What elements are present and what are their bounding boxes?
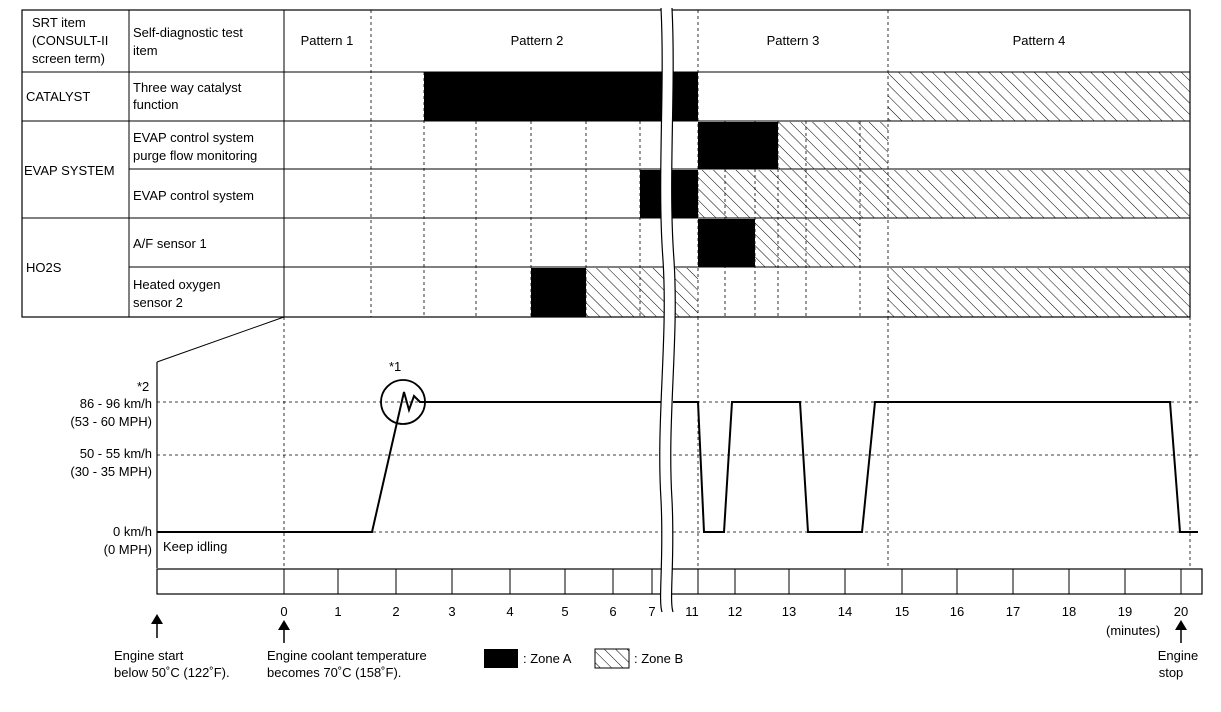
evap-purge-line2: purge flow monitoring: [133, 148, 257, 163]
evap-control-label: EVAP control system: [133, 188, 254, 203]
three-way-line1: Three way catalyst: [133, 80, 242, 95]
axis-break: [659, 7, 676, 613]
self-diag-line1: Self-diagnostic test: [133, 25, 243, 40]
timeline-bar: [156, 568, 1203, 595]
note2-label: *2: [137, 379, 149, 394]
note1-circle: [380, 379, 426, 425]
tick-2: 2: [392, 604, 399, 619]
pattern-4-label: Pattern 4: [1013, 33, 1066, 48]
engine-stop-line1: Engine: [1158, 648, 1198, 663]
zone-a-catalyst: [424, 72, 698, 121]
zone-bars: [424, 72, 1190, 317]
tick-12: 12: [728, 604, 742, 619]
tick-0: 0: [280, 604, 287, 619]
speed-labels: *2 86 - 96 km/h (53 - 60 MPH) 50 - 55 km…: [70, 359, 401, 557]
row-ho2s: HO2S: [26, 260, 62, 275]
table-grid: [21, 9, 1191, 318]
heated-o2-line1: Heated oxygen: [133, 277, 220, 292]
speed-zero-line2: (0 MPH): [104, 542, 152, 557]
table-dashed-grid: [370, 10, 889, 317]
speed-profile-line-2: [673, 401, 1198, 533]
zone-b-swatch: [594, 648, 630, 669]
zone-b-evap-purge: [778, 122, 888, 169]
tick-5: 5: [561, 604, 568, 619]
coolant-arrow-icon: [278, 620, 290, 630]
connector-line: [156, 316, 285, 363]
tick-18: 18: [1062, 604, 1076, 619]
pattern-1-label: Pattern 1: [301, 33, 354, 48]
speed-high-line1: 86 - 96 km/h: [80, 396, 152, 411]
zone-a-evap-purge: [698, 122, 778, 169]
tick-1: 1: [334, 604, 341, 619]
engine-start-line2: below 50˚C (122˚F).: [114, 665, 230, 680]
zone-b-evap-control: [698, 170, 1190, 218]
pattern-2-label: Pattern 2: [511, 33, 564, 48]
coolant-line1: Engine coolant temperature: [267, 648, 427, 663]
footnotes: Engine start below 50˚C (122˚F). Engine …: [114, 614, 1198, 680]
tick-13: 13: [782, 604, 796, 619]
zone-a-af-sensor: [698, 219, 755, 267]
minutes-unit: (minutes): [1106, 623, 1160, 638]
engine-stop-arrow-icon: [1175, 620, 1187, 630]
zone-b-label: : Zone B: [634, 651, 683, 666]
coolant-line2: becomes 70˚C (158˚F).: [267, 665, 401, 680]
srt-item-line1: SRT item: [32, 15, 86, 30]
heated-o2-line2: sensor 2: [133, 295, 183, 310]
zone-b-af-sensor: [755, 219, 860, 267]
table-header: SRT item (CONSULT-II screen term) Self-d…: [32, 15, 1065, 66]
zone-b-catalyst: [888, 72, 1190, 121]
zone-b-heated-o2: [586, 268, 670, 317]
chart-dashed-grid: [283, 317, 1191, 568]
speed-levels: [157, 401, 1198, 533]
tick-6: 6: [609, 604, 616, 619]
zone-a-swatch: [484, 649, 518, 668]
speed-profile-line: [157, 391, 670, 533]
engine-stop-line2: stop: [1159, 665, 1184, 680]
row-evap-system: EVAP SYSTEM: [24, 163, 115, 178]
note1-label: *1: [389, 359, 401, 374]
tick-3: 3: [448, 604, 455, 619]
tick-16: 16: [950, 604, 964, 619]
speed-high-line2: (53 - 60 MPH): [70, 414, 152, 429]
srt-item-line2: (CONSULT-II: [32, 33, 108, 48]
tick-11: 11: [685, 604, 699, 619]
engine-start-line1: Engine start: [114, 648, 184, 663]
zone-b-heated-o2-p4: [888, 268, 1190, 317]
tick-7: 7: [648, 604, 655, 619]
speed-mid-line1: 50 - 55 km/h: [80, 446, 152, 461]
zone-a-label: : Zone A: [523, 651, 572, 666]
zone-a-heated-o2: [531, 268, 586, 317]
speed-zero-line1: 0 km/h: [113, 524, 152, 539]
tick-19: 19: [1118, 604, 1132, 619]
row-labels: CATALYST EVAP SYSTEM HO2S Three way cata…: [24, 80, 257, 310]
time-ticks: 0 1 2 3 4 5 6 7 11 12 13 14 15 16 17 18 …: [280, 604, 1188, 638]
keep-idling-label: Keep idling: [163, 539, 227, 554]
tick-14: 14: [838, 604, 852, 619]
srt-item-line3: screen term): [32, 51, 105, 66]
self-diag-line2: item: [133, 43, 158, 58]
tick-4: 4: [506, 604, 513, 619]
evap-purge-line1: EVAP control system: [133, 130, 254, 145]
tick-15: 15: [895, 604, 909, 619]
pattern-3-label: Pattern 3: [767, 33, 820, 48]
row-catalyst: CATALYST: [26, 89, 90, 104]
af-sensor-label: A/F sensor 1: [133, 236, 207, 251]
tick-20: 20: [1174, 604, 1188, 619]
zone-b-heated-o2-after-break: [672, 268, 698, 317]
speed-mid-line2: (30 - 35 MPH): [70, 464, 152, 479]
three-way-line2: function: [133, 97, 179, 112]
engine-start-arrow-icon: [151, 614, 163, 624]
tick-17: 17: [1006, 604, 1020, 619]
